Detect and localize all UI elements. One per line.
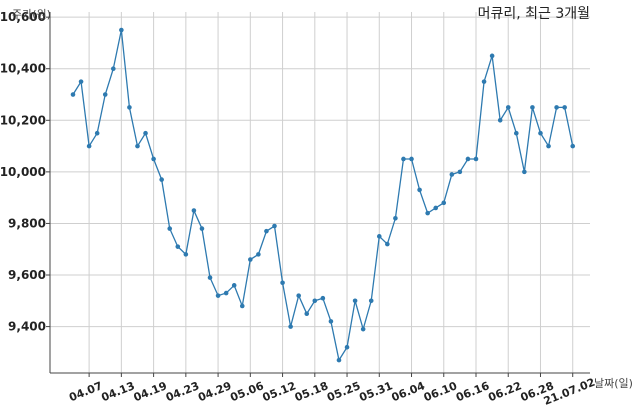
- data-point: [296, 293, 301, 298]
- grid: [50, 12, 590, 373]
- data-point: [352, 298, 358, 304]
- data-point: [473, 156, 479, 162]
- data-point: [514, 130, 519, 136]
- y-tick-label: 9,400: [8, 320, 46, 334]
- series-line: [72, 29, 574, 362]
- data-point: [86, 143, 92, 149]
- data-point: [78, 79, 84, 84]
- data-point: [385, 241, 390, 247]
- data-point: [119, 27, 124, 33]
- data-point: [538, 130, 543, 136]
- data-point: [409, 156, 414, 162]
- data-point: [94, 130, 100, 136]
- data-point: [312, 298, 318, 304]
- data-point: [562, 105, 567, 110]
- data-point: [239, 303, 245, 309]
- data-point: [336, 357, 342, 363]
- data-point: [465, 156, 471, 162]
- data-point: [425, 210, 430, 216]
- data-point: [368, 298, 374, 304]
- data-point: [199, 226, 205, 231]
- y-axis-label: 주가(원): [12, 8, 51, 21]
- data-point: [256, 252, 261, 257]
- data-point: [111, 66, 116, 72]
- data-point: [127, 105, 132, 110]
- series: [70, 27, 576, 363]
- data-point: [264, 228, 269, 234]
- data-point: [320, 295, 326, 301]
- data-point: [167, 226, 173, 231]
- x-axis-label: 날짜(일): [594, 376, 633, 390]
- data-point: [280, 280, 285, 286]
- data-point: [360, 326, 366, 332]
- data-point: [288, 324, 293, 329]
- data-point: [449, 172, 455, 177]
- data-point: [417, 187, 422, 193]
- data-point: [248, 257, 253, 262]
- data-point: [554, 105, 559, 110]
- axes: [49, 12, 590, 374]
- data-point: [328, 319, 334, 324]
- data-point: [376, 234, 382, 239]
- data-point: [231, 283, 237, 288]
- chart-title: 머큐리, 최근 3개월: [478, 6, 590, 22]
- data-point: [151, 156, 156, 162]
- data-point: [433, 205, 439, 211]
- y-tick-label: 9,600: [8, 268, 46, 282]
- data-point: [522, 169, 527, 175]
- data-point: [159, 177, 164, 182]
- y-tick-label: 10,600: [0, 10, 46, 24]
- data-point: [505, 105, 511, 110]
- data-point: [441, 200, 447, 206]
- data-point: [70, 92, 76, 97]
- data-point: [304, 311, 310, 316]
- data-point: [570, 143, 576, 149]
- data-point: [401, 156, 406, 162]
- data-point: [489, 53, 495, 59]
- y-tick-label: 9,800: [8, 216, 46, 230]
- data-point: [207, 275, 213, 280]
- y-axis-ticks: 9,400 9,600 9,800 10,000 10,200 10,400 10,600: [0, 10, 50, 334]
- data-point: [102, 92, 108, 97]
- y-tick-label: 10,000: [0, 165, 46, 179]
- data-point: [183, 252, 189, 257]
- data-point: [481, 79, 487, 84]
- y-tick-label: 10,200: [0, 113, 46, 127]
- data-point: [546, 143, 551, 149]
- data-point: [393, 215, 398, 221]
- data-point: [272, 223, 277, 229]
- data-point: [135, 143, 140, 149]
- data-point: [457, 169, 463, 175]
- data-point: [530, 105, 535, 110]
- data-point: [344, 344, 350, 350]
- data-point: [175, 244, 181, 249]
- data-point: [215, 293, 221, 298]
- data-point: [143, 130, 148, 136]
- y-tick-label: 10,400: [0, 62, 46, 76]
- x-axis-ticks: 04.0704.1304.1904.2304.2905.0605.1205.18…: [67, 373, 597, 408]
- data-point: [191, 208, 197, 213]
- data-point: [497, 118, 503, 123]
- data-point: [223, 290, 229, 296]
